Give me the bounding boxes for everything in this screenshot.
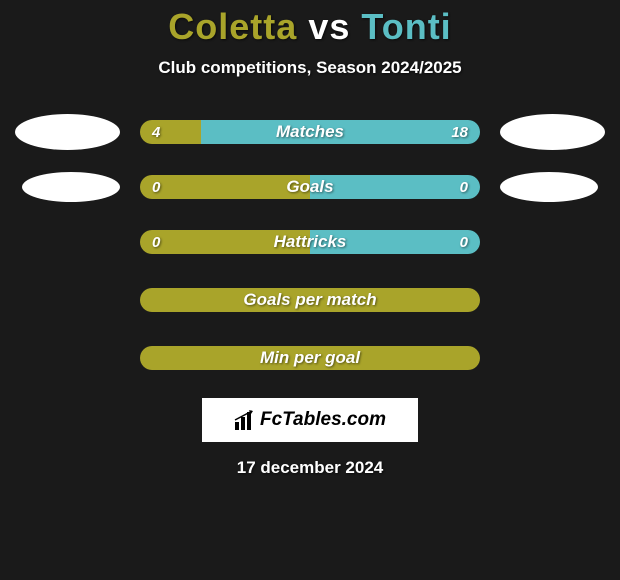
player1-logo-oval bbox=[15, 114, 120, 150]
player1-name: Coletta bbox=[168, 6, 297, 47]
stat-row: Min per goal bbox=[0, 340, 620, 376]
stat-value-left: 0 bbox=[152, 234, 160, 251]
stat-row: Goals0 0 bbox=[0, 172, 620, 202]
subtitle: Club competitions, Season 2024/2025 bbox=[0, 58, 620, 78]
stats-container: Matches418Goals00Hattricks00Goals per ma… bbox=[0, 114, 620, 376]
stat-label: Goals per match bbox=[140, 290, 480, 310]
player2-logo-oval bbox=[500, 172, 598, 202]
stat-value-right: 18 bbox=[451, 124, 468, 141]
oval-placeholder bbox=[15, 224, 120, 260]
stat-bar: Matches4 18 bbox=[140, 120, 480, 144]
stat-bar: Goals0 0 bbox=[140, 175, 480, 199]
stat-label: Matches bbox=[140, 122, 480, 142]
player2-logo-oval bbox=[500, 114, 605, 150]
stat-label: Hattricks bbox=[140, 232, 480, 252]
oval-placeholder bbox=[15, 340, 120, 376]
oval-placeholder bbox=[500, 340, 605, 376]
stat-bar: Goals per match bbox=[140, 288, 480, 312]
oval-placeholder bbox=[500, 282, 605, 318]
stat-row: Hattricks0 0 bbox=[0, 224, 620, 260]
player1-logo-oval bbox=[22, 172, 120, 202]
oval-placeholder bbox=[15, 282, 120, 318]
stat-value-left: 0 bbox=[152, 179, 160, 196]
date: 17 december 2024 bbox=[0, 458, 620, 478]
stat-label: Goals bbox=[140, 177, 480, 197]
stat-row: Matches4 18 bbox=[0, 114, 620, 150]
bars-icon bbox=[234, 410, 256, 430]
player2-name: Tonti bbox=[361, 6, 451, 47]
stat-bar: Min per goal bbox=[140, 346, 480, 370]
logo: FcTables.com bbox=[234, 409, 386, 431]
title-vs: vs bbox=[308, 6, 350, 47]
stat-bar: Hattricks0 0 bbox=[140, 230, 480, 254]
stat-row: Goals per match bbox=[0, 282, 620, 318]
logo-text: FcTables.com bbox=[260, 409, 386, 431]
stat-value-right: 0 bbox=[460, 179, 468, 196]
oval-placeholder bbox=[500, 224, 605, 260]
comparison-title: Coletta vs Tonti bbox=[0, 0, 620, 48]
stat-value-right: 0 bbox=[460, 234, 468, 251]
stat-label: Min per goal bbox=[140, 348, 480, 368]
stat-value-left: 4 bbox=[152, 124, 160, 141]
logo-box: FcTables.com bbox=[202, 398, 418, 442]
